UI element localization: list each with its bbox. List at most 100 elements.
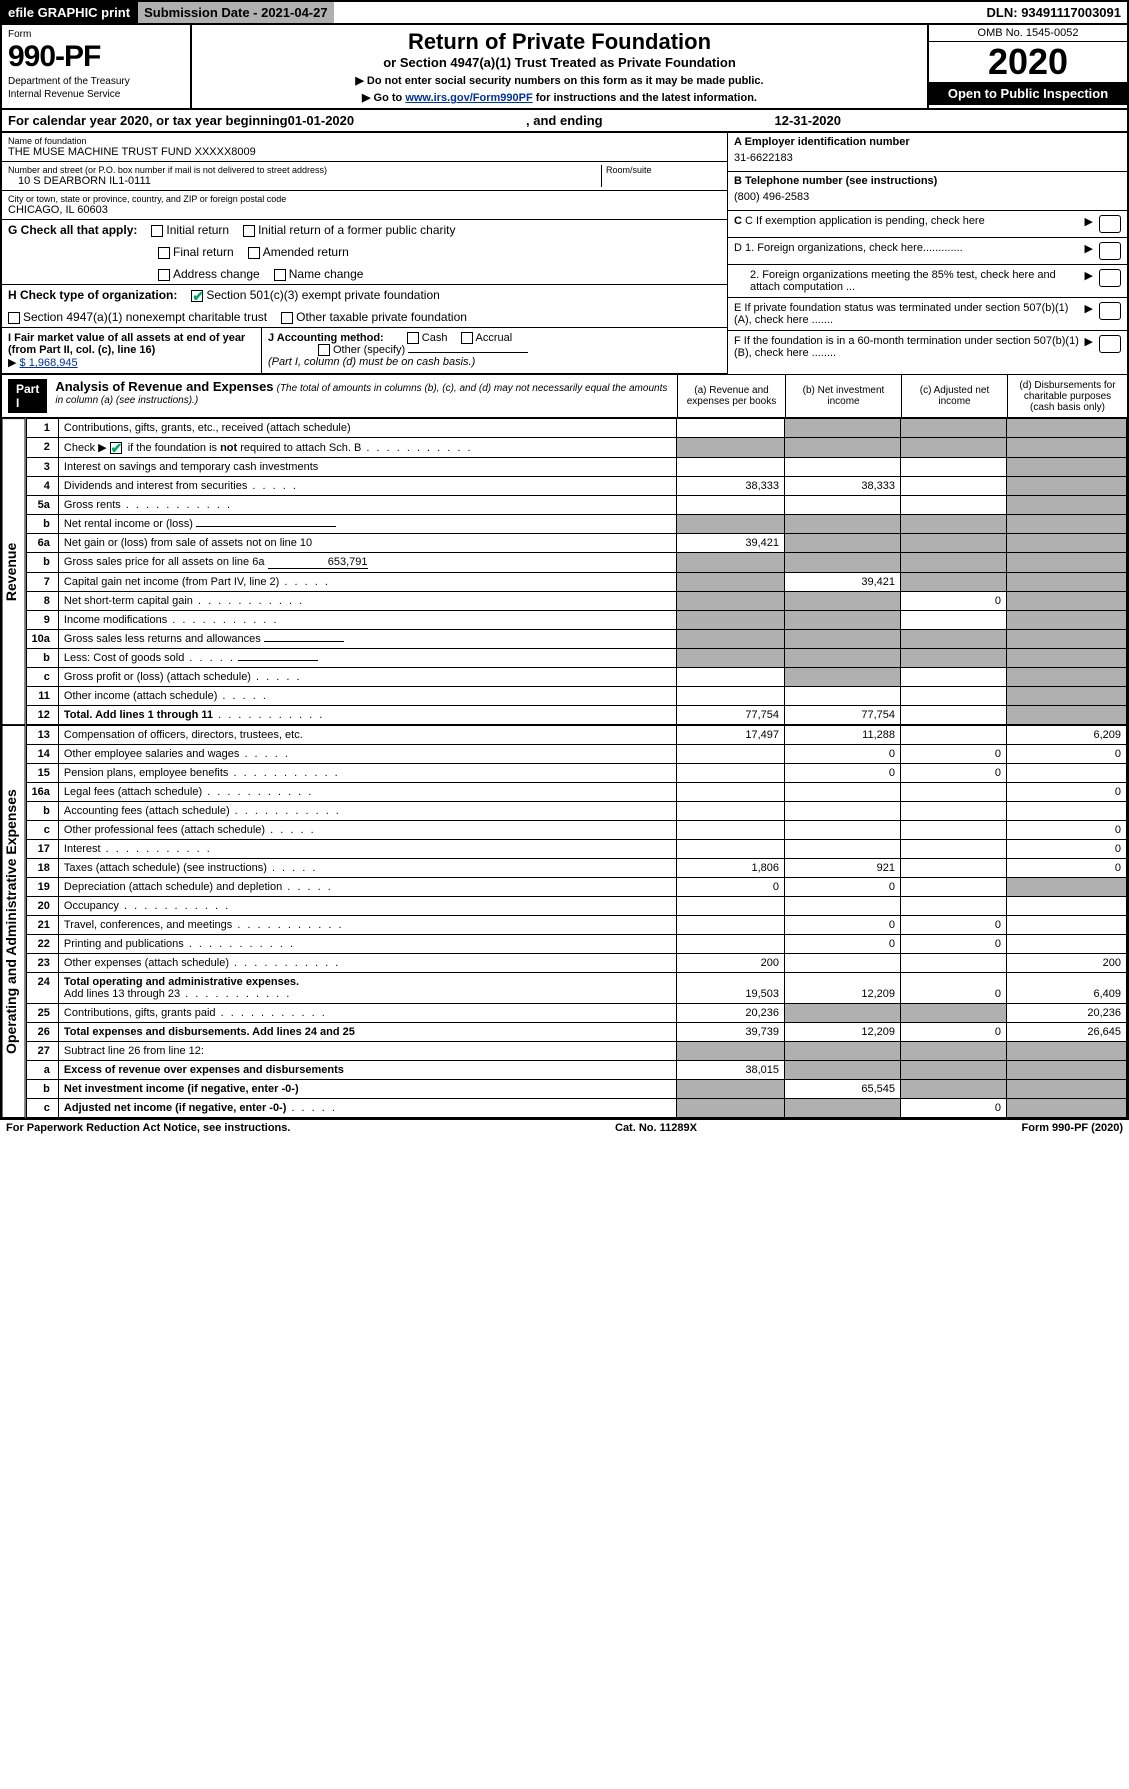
table-row: 15Pension plans, employee benefits00 (26, 764, 1126, 783)
line24-b: 12,209 (785, 973, 901, 1004)
g-label: G Check all that apply: (8, 223, 137, 237)
table-row: 7Capital gain net income (from Part IV, … (26, 573, 1126, 592)
ein-label: A Employer identification number (734, 136, 1121, 148)
address-change-checkbox[interactable] (158, 269, 170, 281)
cash-checkbox[interactable] (407, 332, 419, 344)
f-checkbox[interactable] (1099, 335, 1121, 353)
top-bar: efile GRAPHIC print Submission Date - 20… (0, 0, 1129, 25)
line16b-desc: Accounting fees (attach schedule) (64, 805, 230, 817)
line9-desc: Income modifications (64, 614, 167, 626)
line19-desc: Depreciation (attach schedule) and deple… (64, 881, 282, 893)
table-row: 1Contributions, gifts, grants, etc., rec… (26, 419, 1126, 438)
line10c-desc: Gross profit or (loss) (attach schedule) (64, 671, 251, 683)
d2-label: 2. Foreign organizations meeting the 85%… (734, 269, 1085, 293)
table-row: 18Taxes (attach schedule) (see instructi… (26, 859, 1126, 878)
phone-value: (800) 496-2583 (734, 187, 1121, 207)
line18-b: 921 (785, 859, 901, 878)
expenses-section: Operating and Administrative Expenses 13… (0, 725, 1129, 1118)
table-row: 21Travel, conferences, and meetings00 (26, 916, 1126, 935)
cal-begin: 01-01-2020 (288, 113, 355, 128)
line26-desc: Total expenses and disbursements. Add li… (64, 1026, 355, 1038)
line26-d: 26,645 (1007, 1023, 1127, 1042)
line14-desc: Other employee salaries and wages (64, 748, 239, 760)
cash-basis-note: (Part I, column (d) must be on cash basi… (268, 356, 475, 368)
c-checkbox[interactable] (1099, 215, 1121, 233)
final-return-checkbox[interactable] (158, 247, 170, 259)
501c3-checkbox[interactable] (191, 290, 203, 302)
line12-desc: Total. Add lines 1 through 11 (64, 709, 213, 721)
sch-b-checkbox[interactable] (110, 442, 122, 454)
line19-a: 0 (677, 878, 785, 897)
line22-desc: Printing and publications (64, 938, 184, 950)
line26-a: 39,739 (677, 1023, 785, 1042)
fmv-label: I Fair market value of all assets at end… (8, 332, 245, 356)
line27b-desc: Net investment income (if negative, ente… (64, 1083, 299, 1095)
table-row: 5aGross rents (26, 496, 1126, 515)
line15-desc: Pension plans, employee benefits (64, 767, 229, 779)
open-public-badge: Open to Public Inspection (929, 82, 1127, 105)
line2-post: if the foundation is not required to att… (125, 442, 362, 454)
other-method-checkbox[interactable] (318, 344, 330, 356)
part1-header-row: Part I Analysis of Revenue and Expenses … (0, 374, 1129, 418)
table-row: 20Occupancy (26, 897, 1126, 916)
line14-d: 0 (1007, 745, 1127, 764)
table-row: 25Contributions, gifts, grants paid20,23… (26, 1004, 1126, 1023)
line15-b: 0 (785, 764, 901, 783)
form-subtitle: or Section 4947(a)(1) Trust Treated as P… (202, 55, 917, 70)
e-checkbox[interactable] (1099, 302, 1121, 320)
table-row: 11Other income (attach schedule) (26, 687, 1126, 706)
form-label: Form (8, 29, 184, 40)
line8-c: 0 (901, 592, 1007, 611)
dept-irs: Internal Revenue Service (8, 89, 184, 100)
phone-label: B Telephone number (see instructions) (734, 175, 1121, 187)
line12-a: 77,754 (677, 706, 785, 725)
table-row: 8Net short-term capital gain0 (26, 592, 1126, 611)
table-row: 19Depreciation (attach schedule) and dep… (26, 878, 1126, 897)
other-taxable-checkbox[interactable] (281, 312, 293, 324)
4947-checkbox[interactable] (8, 312, 20, 324)
entity-info-block: Name of foundation THE MUSE MACHINE TRUS… (0, 133, 1129, 374)
line14-c: 0 (901, 745, 1007, 764)
line10b-desc: Less: Cost of goods sold (64, 652, 184, 664)
table-row: 6aNet gain or (loss) from sale of assets… (26, 534, 1126, 553)
line18-a: 1,806 (677, 859, 785, 878)
accrual-checkbox[interactable] (461, 332, 473, 344)
instructions-line: ▶ Go to www.irs.gov/Form990PF for instru… (202, 91, 917, 104)
foundation-name: THE MUSE MACHINE TRUST FUND XXXXX8009 (8, 146, 721, 158)
address-label: Number and street (or P.O. box number if… (8, 165, 601, 175)
table-row: 14Other employee salaries and wages000 (26, 745, 1126, 764)
line5a-desc: Gross rents (64, 499, 121, 511)
table-row: 26Total expenses and disbursements. Add … (26, 1023, 1126, 1042)
other-taxable-label: Other taxable private foundation (296, 310, 467, 324)
line24-a: 19,503 (677, 973, 785, 1004)
line13-a: 17,497 (677, 726, 785, 745)
amended-return-checkbox[interactable] (248, 247, 260, 259)
table-row: bLess: Cost of goods sold (26, 649, 1126, 668)
d1-label: D 1. Foreign organizations, check here..… (734, 242, 1085, 260)
table-row: bNet rental income or (loss) (26, 515, 1126, 534)
line27a-desc: Excess of revenue over expenses and disb… (58, 1061, 676, 1080)
instructions-link[interactable]: www.irs.gov/Form990PF (405, 92, 532, 104)
d2-checkbox[interactable] (1099, 269, 1121, 287)
line4-desc: Dividends and interest from securities (64, 480, 247, 492)
cat-number: Cat. No. 11289X (615, 1122, 697, 1134)
part1-title: Analysis of Revenue and Expenses (55, 379, 273, 394)
name-change-checkbox[interactable] (274, 269, 286, 281)
table-row: 27Subtract line 26 from line 12: (26, 1042, 1126, 1061)
line7-desc: Capital gain net income (from Part IV, l… (64, 576, 279, 588)
line23-desc: Other expenses (attach schedule) (64, 957, 229, 969)
form-footer-label: Form 990-PF (2020) (1022, 1122, 1123, 1134)
line6b-desc: Gross sales price for all assets on line… (64, 556, 265, 568)
room-label: Room/suite (606, 165, 721, 175)
address-value: 10 S DEARBORN IL1-0111 (8, 175, 601, 187)
initial-return-checkbox[interactable] (151, 225, 163, 237)
calendar-year-row: For calendar year 2020, or tax year begi… (0, 110, 1129, 133)
efile-button[interactable]: efile GRAPHIC print (2, 2, 136, 23)
table-row: 17Interest0 (26, 840, 1126, 859)
d1-checkbox[interactable] (1099, 242, 1121, 260)
initial-former-checkbox[interactable] (243, 225, 255, 237)
line5b-desc: Net rental income or (loss) (64, 518, 193, 530)
fmv-value[interactable]: $ 1,968,945 (20, 357, 78, 369)
col-b-header: (b) Net investment income (785, 375, 901, 417)
line1-desc: Contributions, gifts, grants, etc., rece… (58, 419, 676, 438)
